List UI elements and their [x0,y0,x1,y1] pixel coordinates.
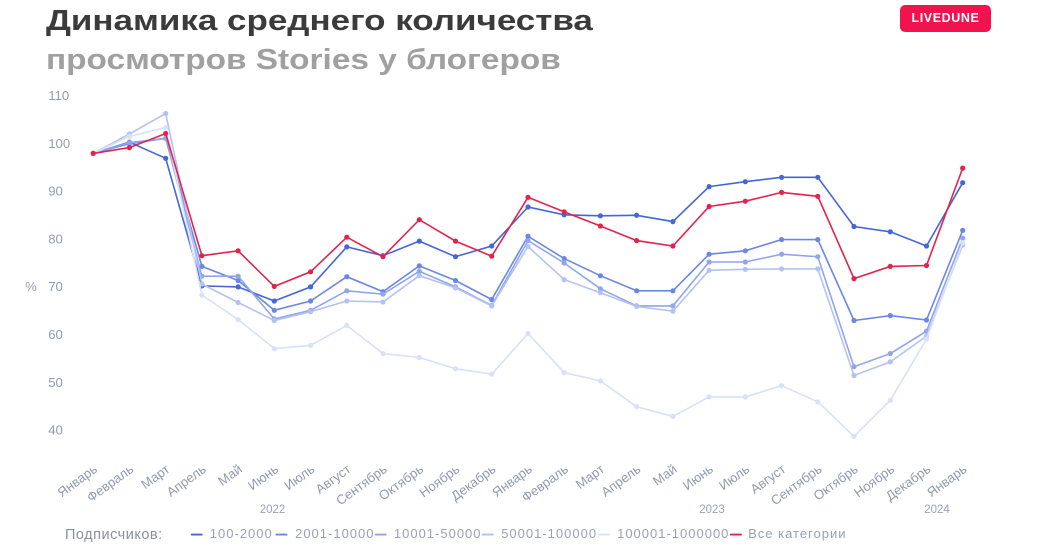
svg-text:50: 50 [48,375,63,390]
svg-text:Май: Май [650,461,680,488]
svg-text:100: 100 [48,136,70,151]
svg-text:Подписчиков:: Подписчиков: [65,527,163,543]
svg-text:110: 110 [48,88,69,103]
svg-text:40: 40 [48,423,63,438]
svg-text:2023: 2023 [699,504,725,516]
svg-text:100001-1000000: 100001-1000000 [617,526,729,541]
svg-text:90: 90 [48,184,63,199]
svg-text:2001-10000: 2001-10000 [295,526,374,541]
svg-text:100-2000: 100-2000 [210,526,273,541]
svg-text:Июнь: Июнь [245,461,281,493]
svg-text:50001-100000: 50001-100000 [501,526,597,541]
svg-text:Июль: Июль [281,461,317,493]
svg-text:Май: Май [215,461,245,488]
svg-text:Июнь: Июнь [680,461,716,493]
svg-text:2024: 2024 [924,504,950,516]
svg-text:2022: 2022 [260,504,286,516]
svg-text:%: % [25,279,37,294]
svg-text:10001-50000: 10001-50000 [394,526,482,541]
svg-text:Все категории: Все категории [748,526,846,541]
svg-text:80: 80 [48,231,63,246]
svg-text:60: 60 [48,327,63,342]
svg-text:Апрель: Апрель [598,461,643,500]
svg-text:Апрель: Апрель [164,461,209,500]
svg-text:70: 70 [48,279,63,294]
svg-text:Январь: Январь [924,461,969,500]
svg-text:Июль: Июль [716,461,752,493]
